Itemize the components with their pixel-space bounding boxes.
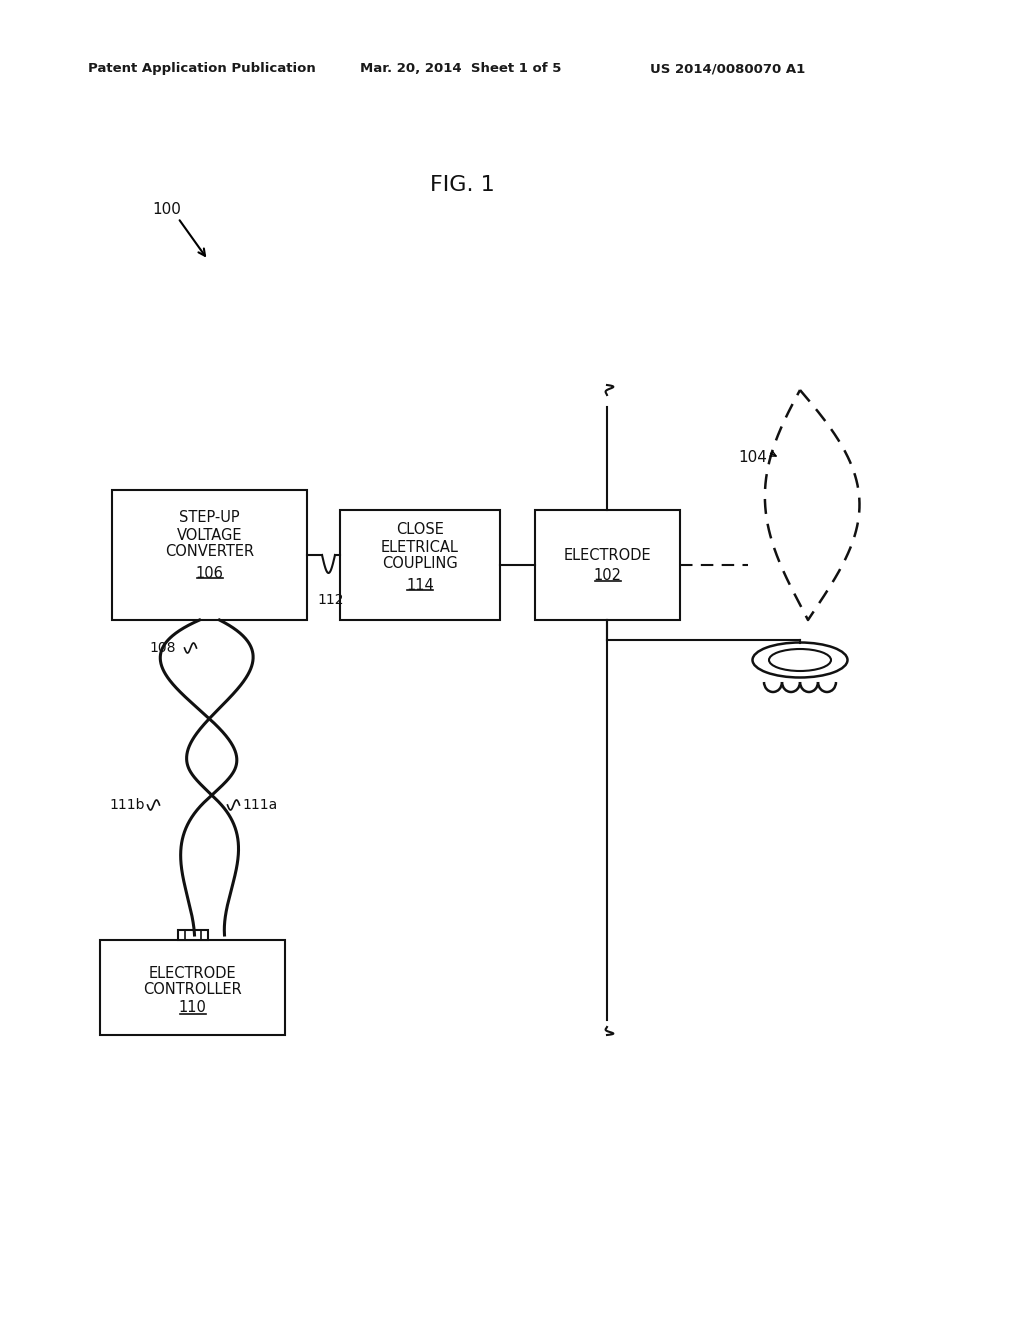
Text: ELETRICAL: ELETRICAL <box>381 540 459 554</box>
Text: 104: 104 <box>738 450 767 465</box>
Text: FIG. 1: FIG. 1 <box>430 176 495 195</box>
Bar <box>100 940 285 1035</box>
Text: COUPLING: COUPLING <box>382 557 458 572</box>
Text: STEP-UP: STEP-UP <box>179 511 240 525</box>
Text: CONVERTER: CONVERTER <box>165 544 254 560</box>
Bar <box>177 931 208 940</box>
Text: US 2014/0080070 A1: US 2014/0080070 A1 <box>650 62 805 75</box>
Bar <box>340 510 500 620</box>
Text: 110: 110 <box>178 1001 207 1015</box>
Bar <box>112 490 307 620</box>
Text: 111a: 111a <box>243 799 278 812</box>
Text: 112: 112 <box>317 593 343 607</box>
Text: 106: 106 <box>196 565 223 581</box>
Text: ELECTRODE: ELECTRODE <box>563 548 651 562</box>
Text: CLOSE: CLOSE <box>396 523 444 537</box>
Text: ELECTRODE: ELECTRODE <box>148 966 237 981</box>
Text: 108: 108 <box>150 642 176 655</box>
Text: 100: 100 <box>152 202 181 216</box>
Text: CONTROLLER: CONTROLLER <box>143 982 242 997</box>
Text: 102: 102 <box>594 568 622 582</box>
Text: VOLTAGE: VOLTAGE <box>177 528 243 543</box>
Text: 114: 114 <box>407 578 434 593</box>
Text: Mar. 20, 2014  Sheet 1 of 5: Mar. 20, 2014 Sheet 1 of 5 <box>360 62 561 75</box>
Text: 111b: 111b <box>109 799 144 812</box>
Bar <box>535 510 680 620</box>
Text: Patent Application Publication: Patent Application Publication <box>88 62 315 75</box>
